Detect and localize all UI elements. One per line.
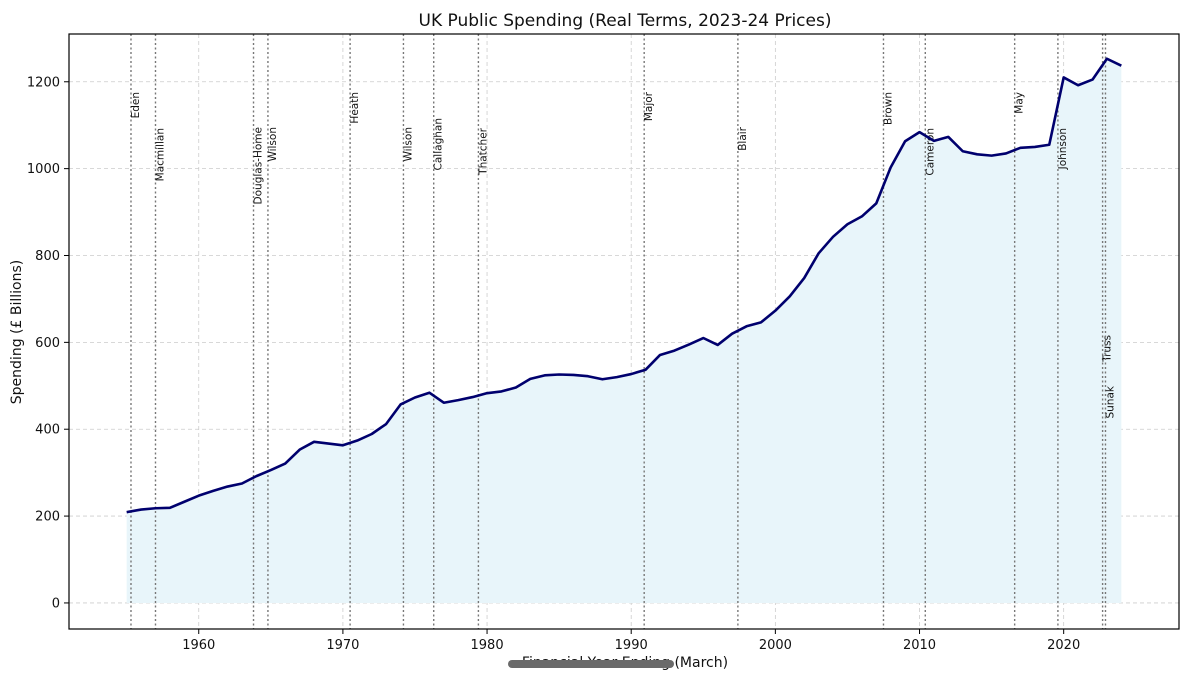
x-tick-label: 1990 [615, 638, 648, 653]
pm-label: Macmillan [154, 128, 166, 181]
y-tick-label: 600 [35, 336, 60, 351]
y-tick-label: 1000 [27, 162, 60, 177]
x-tick-label: 2010 [903, 638, 936, 653]
y-tick-label: 1200 [27, 75, 60, 90]
chart-title: UK Public Spending (Real Terms, 2023-24 … [419, 11, 832, 31]
pm-label: Thatcher [477, 127, 489, 176]
x-tick-label: 2000 [759, 638, 792, 653]
pm-label: Wilson [402, 127, 414, 162]
x-tick-label: 2020 [1047, 638, 1080, 653]
pm-label: Eden [130, 92, 142, 118]
y-tick-label: 0 [52, 596, 60, 611]
pm-label: Johnson [1057, 128, 1069, 170]
y-tick-label: 200 [35, 510, 60, 525]
pm-label: Blair [737, 126, 749, 150]
y-tick-label: 800 [35, 249, 60, 264]
pm-label: May [1014, 92, 1026, 114]
scrubber-handle[interactable] [508, 660, 674, 668]
x-tick-label: 1980 [471, 638, 504, 653]
y-axis-label: Spending (£ Billions) [9, 260, 25, 404]
pm-label: Wilson [267, 127, 279, 162]
x-tick-label: 1960 [182, 638, 215, 653]
pm-label: Brown [882, 92, 894, 125]
pm-label: Heath [349, 92, 361, 124]
pm-label: Douglas-Home [253, 127, 265, 204]
x-tick-label: 1970 [326, 638, 359, 653]
pm-label: Callaghan [433, 118, 445, 170]
y-tick-label: 400 [35, 423, 60, 438]
pm-label: Major [643, 91, 655, 121]
pm-label: Truss [1102, 335, 1114, 363]
pm-label: Sunak [1104, 385, 1116, 418]
